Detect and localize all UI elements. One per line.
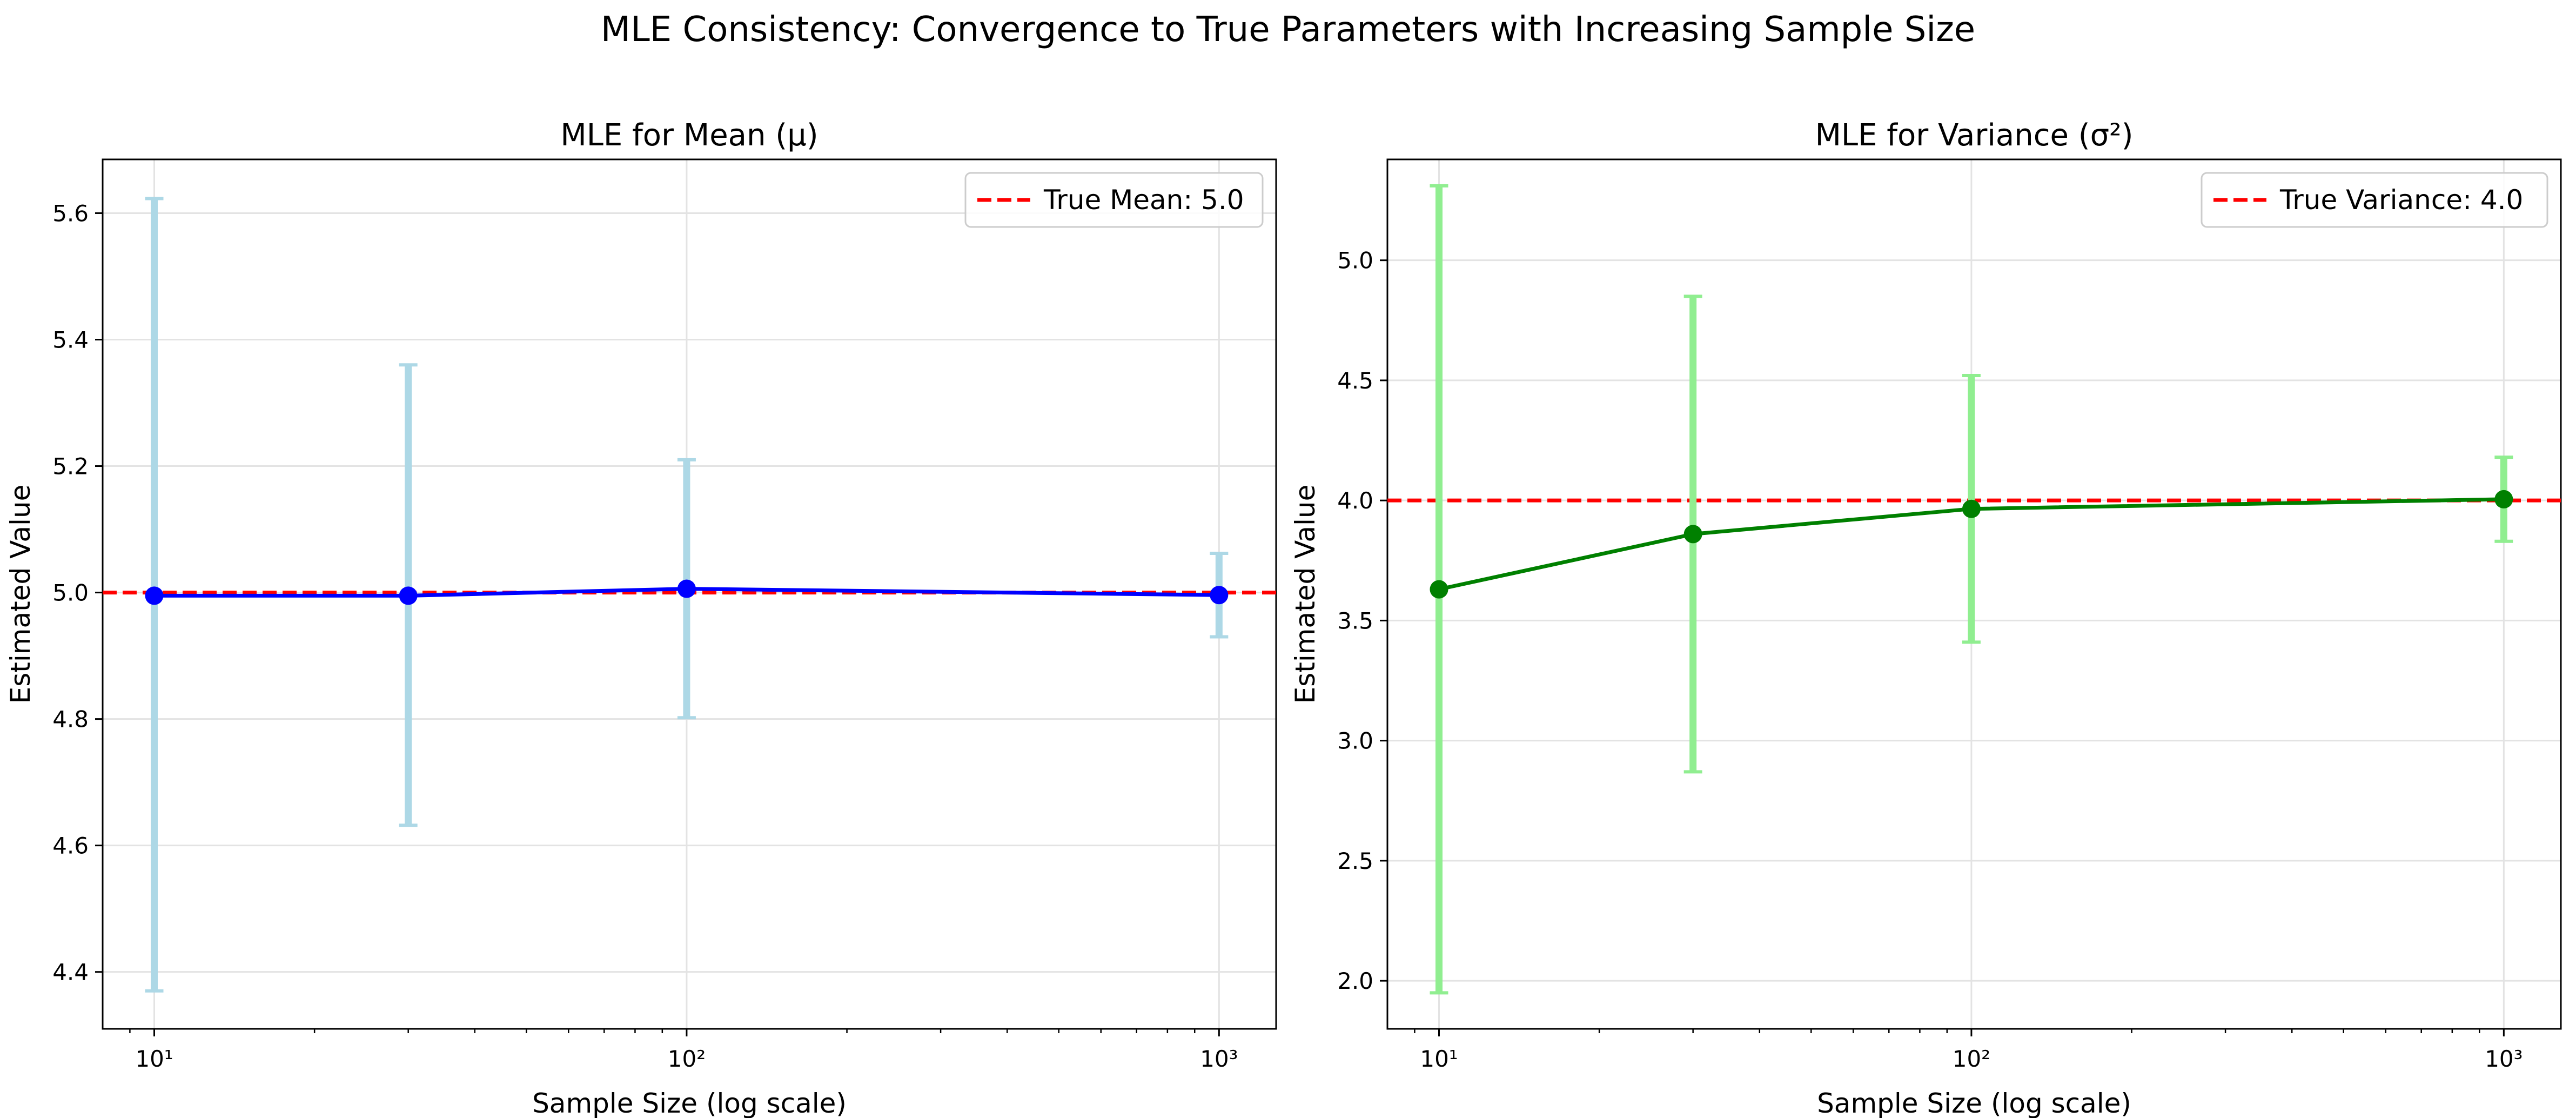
plot-area	[1387, 184, 2561, 995]
x-axis-label: Sample Size (log scale)	[532, 1088, 847, 1118]
legend-label: True Variance: 4.0	[2279, 184, 2523, 216]
data-point	[2494, 490, 2513, 508]
y-axis-label: Estimated Value	[1290, 485, 1321, 704]
data-point	[1430, 580, 1448, 599]
plot-frame	[1386, 158, 2562, 1030]
y-tick-label: 5.0	[52, 580, 89, 606]
legend-box	[964, 172, 1264, 228]
y-tick-label: 2.0	[1337, 968, 1373, 994]
x-tick-label: 10³	[2485, 1046, 2523, 1072]
y-tick-label: 4.0	[1337, 487, 1373, 514]
y-tick-label: 4.8	[52, 706, 89, 733]
series-line	[154, 587, 1219, 598]
x-tick-label: 10²	[668, 1046, 706, 1072]
panel-mean: 10¹ 10² 10³ 4.4 4.6 4.8 5.0 5.2 5.4 5.6 MLE for Me…	[5, 118, 1277, 1118]
data-point	[1683, 525, 1702, 544]
plot-area	[103, 197, 1276, 993]
y-tick-label: 5.2	[52, 453, 89, 480]
y-tick-label: 4.5	[1337, 367, 1373, 394]
x-tick-label: 10¹	[1420, 1046, 1458, 1072]
y-tick-label: 4.4	[52, 959, 89, 986]
y-tick-label: 3.5	[1337, 607, 1373, 634]
y-tick-label: 4.6	[52, 833, 89, 859]
figure-suptitle: MLE Consistency: Convergence to True Par…	[601, 10, 1975, 50]
x-tick-label: 10²	[1953, 1046, 1990, 1072]
data-point	[1962, 499, 1981, 518]
legend-box	[2201, 172, 2548, 228]
legend: True Variance: 4.0	[2201, 172, 2548, 228]
y-tick-label: 5.0	[1337, 247, 1373, 274]
axis-title: MLE for Mean (μ)	[560, 118, 818, 153]
axis-title: MLE for Variance (σ²)	[1815, 118, 2134, 153]
data-point	[145, 586, 164, 605]
data-point	[1210, 586, 1229, 605]
x-tick-label: 10¹	[135, 1046, 173, 1072]
data-point	[399, 586, 418, 605]
data-point	[677, 579, 696, 598]
legend: True Mean: 5.0	[964, 172, 1264, 228]
legend-label: True Mean: 5.0	[1043, 184, 1244, 216]
x-tick-label: 10³	[1200, 1046, 1238, 1072]
y-axis-label: Estimated Value	[5, 485, 36, 704]
y-tick-label: 5.4	[52, 327, 89, 353]
x-axis-label: Sample Size (log scale)	[1817, 1088, 2131, 1118]
series-line	[1438, 497, 2504, 592]
y-tick-label: 3.0	[1337, 728, 1373, 754]
panel-variance: 10¹ 10² 10³ 2.0 2.5 3.0 3.5 4.0 4.5 5.0 MLE for Va…	[1290, 118, 2562, 1118]
y-tick-label: 2.5	[1337, 848, 1373, 874]
y-tick-label: 5.6	[52, 200, 89, 226]
